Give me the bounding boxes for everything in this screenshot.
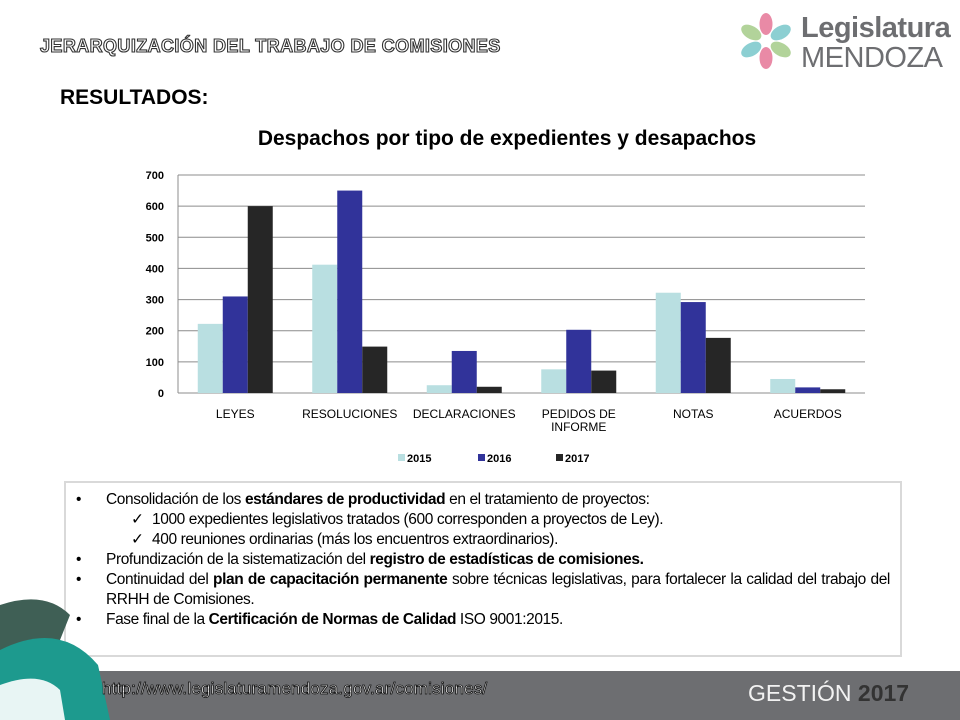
flower-logo-icon	[741, 13, 791, 69]
section-heading: RESULTADOS:	[60, 86, 209, 109]
legend-label: 2017	[565, 453, 589, 465]
bar-2015	[197, 323, 223, 393]
y-tick-label: 0	[158, 388, 164, 400]
bar-2015	[426, 385, 452, 393]
y-tick-label: 300	[146, 295, 164, 307]
checkmark-icon: ✓	[131, 511, 144, 528]
bar-2016	[451, 350, 477, 393]
x-tick-label: NOTAS	[673, 407, 713, 421]
checkmark-icon: ✓	[131, 531, 144, 548]
bar-2017	[476, 386, 502, 393]
bar-chart: 0 100 200 300 400 500 600 700 LEYES RESOLUCIONES D…	[146, 170, 865, 465]
page-title: JERARQUIZACIÓN DEL TRABAJO DE COMISIONES	[39, 35, 501, 56]
bar-2015	[770, 378, 796, 393]
bar-2016	[337, 190, 363, 393]
bullet-statistics: Profundización de la sistematización del…	[76, 550, 890, 570]
legend-label: 2016	[487, 453, 511, 465]
bar-2017	[820, 389, 846, 393]
y-tick-label: 500	[146, 232, 164, 244]
bar-2017	[362, 346, 388, 393]
chart-title: Despachos por tipo de expedientes y desa…	[257, 127, 757, 150]
x-tick-label: RESOLUCIONES	[302, 407, 397, 421]
y-tick-label: 200	[146, 326, 164, 338]
bar-2016	[680, 302, 706, 393]
logo-text-mendoza: MENDOZA	[801, 42, 943, 74]
legend-swatch	[556, 454, 563, 461]
y-tick-label: 400	[146, 263, 164, 275]
logo-text-legislatura: Legislatura	[801, 12, 951, 44]
bar-2016	[795, 387, 821, 393]
gestion-label: GESTIÓN 2017	[748, 680, 910, 706]
bullet-productivity: Consolidación de los estándares de produ…	[76, 490, 890, 510]
bar-2015	[312, 264, 338, 393]
bar-2015	[655, 292, 681, 393]
bullet-training: Continuidad del plan de capacitación per…	[76, 570, 890, 610]
x-tick-label: LEYES	[216, 407, 255, 421]
legislatura-logo: Legislatura MENDOZA	[733, 8, 951, 78]
corner-decoration	[0, 599, 110, 720]
results-bullet-list: Consolidación de los estándares de produ…	[64, 481, 902, 657]
bullet-certification: Fase final de la Certificación de Normas…	[76, 610, 890, 630]
y-tick-label: 100	[146, 357, 164, 369]
sub-bullet-reuniones: ✓ 400 reuniones ordinarias (más los encue…	[131, 531, 558, 548]
footer-url-link[interactable]: http://www.legislaturamendoza.gov.ar/com…	[102, 679, 488, 699]
bar-2015	[541, 369, 567, 393]
sub-bullet-expedientes: ✓ 1000 expedientes legislativos tratados …	[131, 511, 664, 528]
y-tick-label: 600	[146, 201, 164, 213]
bar-2016	[222, 296, 248, 393]
legend-swatch	[478, 454, 485, 461]
bar-2017	[705, 337, 731, 393]
x-tick-label: INFORME	[551, 420, 606, 434]
bar-2017	[591, 370, 617, 393]
bar-2016	[566, 329, 592, 393]
x-tick-label: DECLARACIONES	[413, 407, 516, 421]
bar-2017	[247, 206, 273, 393]
x-tick-label: PEDIDOS DE	[542, 407, 616, 421]
legend-swatch	[398, 454, 405, 461]
y-tick-label: 700	[146, 170, 164, 182]
footer-bar	[0, 671, 960, 720]
legend-label: 2015	[407, 453, 431, 465]
x-tick-label: ACUERDOS	[774, 407, 842, 421]
